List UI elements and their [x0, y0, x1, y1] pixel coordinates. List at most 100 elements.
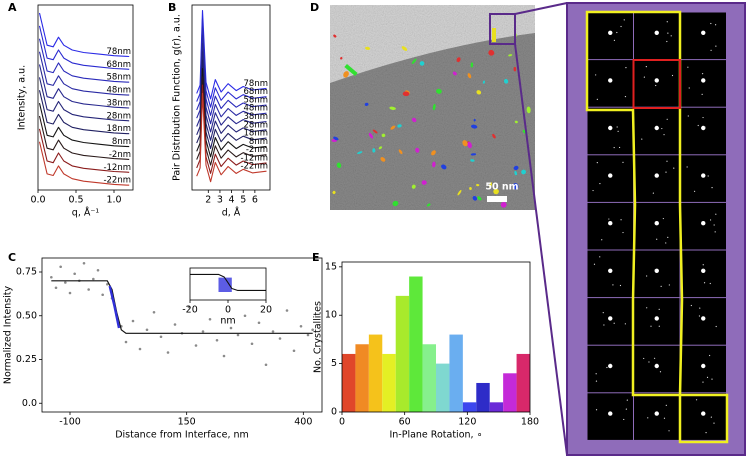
highlight-span: [218, 277, 232, 292]
diffraction-cell: [634, 345, 680, 393]
diffraction-speck: [599, 182, 601, 185]
selection-outline: [585, 10, 729, 444]
diffraction-speck: [710, 416, 712, 418]
crystallite-spot: [470, 62, 474, 68]
x-tick-label: 0.5: [68, 195, 83, 206]
x-axis-label: In-Plane Rotation, ∘: [389, 430, 482, 441]
diffraction-speck: [593, 263, 596, 265]
diffraction-speck: [713, 422, 715, 424]
diffraction-speck: [613, 39, 615, 42]
y-tick-label: 10: [325, 310, 337, 321]
series-label: 78nm: [107, 47, 131, 57]
diffraction-speck: [706, 376, 709, 379]
diffraction-speck: [710, 49, 712, 51]
data-point: [59, 265, 62, 269]
diffraction-speck: [596, 162, 598, 164]
x-axis-label: Distance from Interface, nm: [115, 430, 249, 441]
diffraction-speck: [707, 175, 709, 177]
data-point: [101, 293, 104, 297]
series-label: 28nm: [107, 111, 131, 121]
data-point: [285, 309, 289, 312]
x-axis-label: d, Å: [222, 207, 241, 219]
data-point: [299, 324, 303, 328]
diffraction-center: [654, 363, 659, 369]
series-label: 8nm: [112, 137, 131, 147]
diffraction-speck: [702, 264, 704, 266]
crystallite-spot: [365, 46, 371, 50]
diffraction-speck: [663, 417, 666, 419]
diffraction-center: [701, 316, 706, 321]
panel-label: E: [312, 251, 320, 264]
diffraction-speck: [654, 269, 656, 271]
histogram-bar: [355, 344, 369, 412]
diffraction-speck: [592, 189, 594, 192]
data-point: [222, 354, 226, 358]
diffraction-cell: [680, 12, 726, 60]
data-point: [54, 286, 58, 290]
x-tick-label: 180: [521, 417, 539, 428]
diffraction-speck: [622, 231, 624, 234]
data-point: [278, 337, 282, 340]
crystallite-spot: [470, 153, 477, 156]
series-label: -2nm: [246, 145, 268, 155]
histogram-bar: [409, 276, 423, 412]
series-label: 68nm: [244, 87, 268, 97]
crystallite-spot: [492, 133, 496, 139]
diffraction-cell: [680, 345, 726, 393]
crystallite-spot: [401, 46, 408, 51]
diffraction-speck: [666, 40, 668, 43]
crystallite-spot: [332, 190, 336, 195]
crystallite-spot: [381, 133, 386, 138]
crystallite-spot: [421, 180, 427, 185]
diffraction-speck: [666, 160, 668, 162]
diffraction-cell: [587, 107, 633, 155]
data-point: [82, 261, 86, 265]
diffraction-speck: [701, 73, 704, 75]
series-label: 38nm: [107, 98, 131, 108]
series-label: 28nm: [244, 120, 268, 130]
diffraction-speck: [670, 35, 672, 37]
crystallite-spot: [389, 106, 396, 110]
diffraction-cell: [680, 298, 726, 345]
crystallite-spot: [340, 56, 343, 60]
histogram-bar: [489, 402, 504, 412]
diffraction-speck: [653, 357, 656, 359]
crystallite-spot: [419, 61, 425, 66]
diffraction-speck: [697, 124, 699, 127]
diffraction-center: [701, 363, 706, 369]
x-tick-label: 2: [205, 195, 211, 206]
series-label: 68nm: [107, 60, 131, 70]
diffraction-speck: [617, 130, 619, 132]
diffraction-speck: [693, 190, 696, 192]
diffraction-cell: [587, 155, 633, 202]
histogram-bar: [395, 295, 410, 412]
diffraction-speck: [703, 269, 705, 271]
diffraction-speck: [704, 126, 706, 128]
diffraction-speck: [595, 380, 598, 382]
diffraction-speck: [695, 399, 698, 401]
diffraction-speck: [645, 66, 647, 68]
data-point: [215, 338, 219, 342]
histogram-bar: [462, 402, 477, 412]
diffraction-speck: [622, 161, 624, 163]
x-tick-label: 3: [217, 195, 223, 206]
scale-bar: [487, 196, 507, 202]
series-label: -2nm: [109, 150, 131, 160]
series-label: 58nm: [107, 73, 131, 83]
diffraction-speck: [618, 146, 621, 149]
diffraction-speck: [647, 417, 649, 419]
micrograph: [330, 5, 535, 210]
diffraction-speck: [668, 430, 670, 432]
series-line: [38, 64, 130, 109]
diffraction-speck: [688, 87, 690, 89]
diffraction-speck: [646, 275, 648, 277]
diffraction-center: [654, 78, 659, 83]
series-line: [38, 51, 130, 96]
diffraction-speck: [714, 231, 716, 233]
zoom-connector: [514, 43, 568, 456]
data-point: [194, 344, 198, 347]
data-point: [311, 328, 314, 332]
diffraction-center: [608, 411, 613, 416]
diffraction-speck: [625, 408, 627, 410]
